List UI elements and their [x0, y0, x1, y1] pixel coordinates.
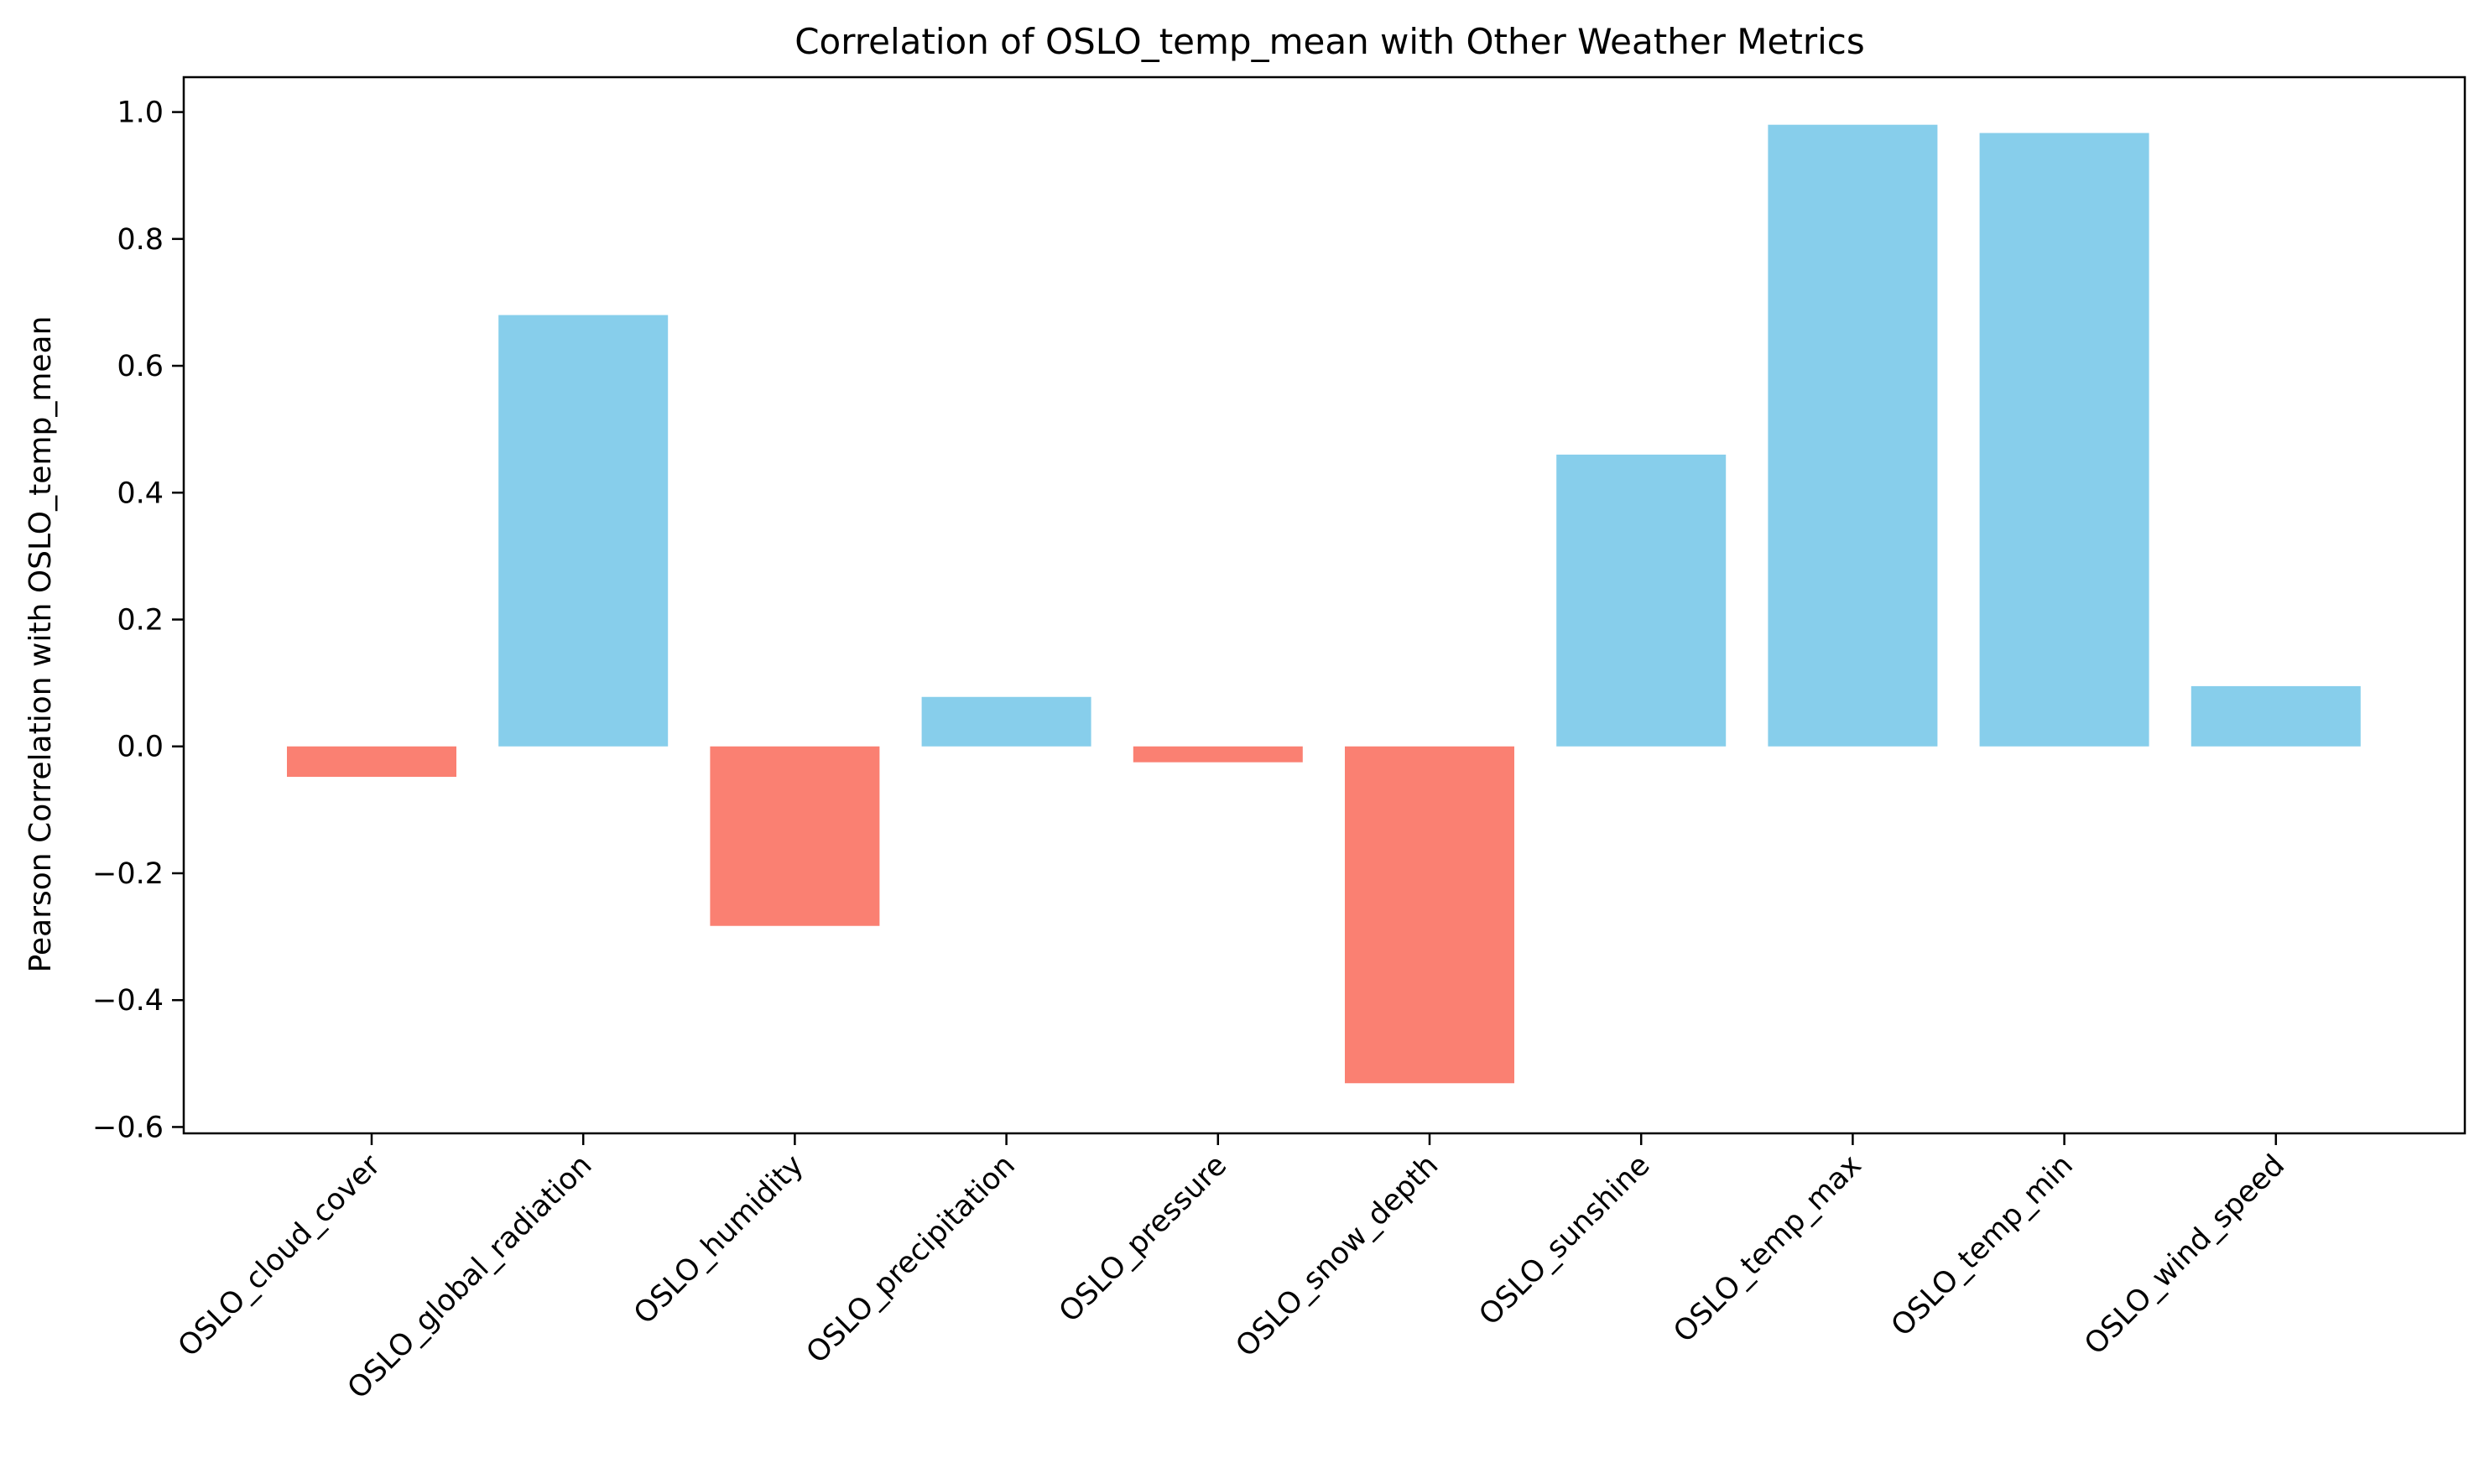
y-tick-label: −0.4 [92, 984, 164, 1018]
x-tick-label: OSLO_cloud_cover [172, 1148, 388, 1364]
x-tick-label: OSLO_wind_speed [2078, 1148, 2291, 1362]
chart-title: Correlation of OSLO_temp_mean with Other… [794, 21, 1865, 62]
bar-oslo-wind-speed [2190, 685, 2361, 747]
y-axis-ticks: −0.6 −0.4 −0.2 0.0 0.2 0.4 0.6 0.8 1.0 [92, 96, 184, 1144]
bar-oslo-humidity [710, 746, 880, 926]
x-tick-label: OSLO_precipitation [800, 1148, 1022, 1370]
bars-layer [287, 124, 2361, 1084]
y-tick-label: 0.4 [117, 476, 164, 510]
bar-oslo-pressure [1133, 746, 1303, 763]
x-tick-label: OSLO_temp_max [1667, 1148, 1868, 1349]
bar-oslo-global-radiation [498, 315, 669, 747]
y-tick-label: 0.8 [117, 223, 164, 257]
bar-oslo-temp-max [1768, 124, 1938, 747]
x-tick-label: OSLO_global_radiation [341, 1148, 599, 1406]
y-tick-label: −0.2 [92, 857, 164, 891]
bar-oslo-cloud-cover [287, 746, 456, 778]
bar-oslo-precipitation [921, 696, 1091, 747]
plot-frame [182, 76, 2467, 1135]
y-tick-label: 0.0 [117, 731, 164, 764]
bar-oslo-sunshine [1556, 454, 1727, 747]
y-tick-label: 0.2 [117, 604, 164, 638]
y-tick-label: 1.0 [117, 96, 164, 130]
x-tick-label: OSLO_snow_depth [1230, 1148, 1446, 1364]
y-tick-label: −0.6 [92, 1111, 164, 1144]
x-tick-label: OSLO_temp_min [1885, 1148, 2080, 1343]
x-tick-label: OSLO_sunshine [1473, 1148, 1657, 1332]
y-tick-label: 0.6 [117, 350, 164, 383]
x-tick-label: OSLO_pressure [1053, 1148, 1233, 1329]
bar-oslo-snow-depth [1345, 746, 1514, 1084]
bar-oslo-temp-min [1979, 133, 2149, 747]
y-axis-label: Pearson Correlation with OSLO_temp_mean [23, 316, 58, 973]
x-tick-label: OSLO_humidity [628, 1148, 810, 1331]
